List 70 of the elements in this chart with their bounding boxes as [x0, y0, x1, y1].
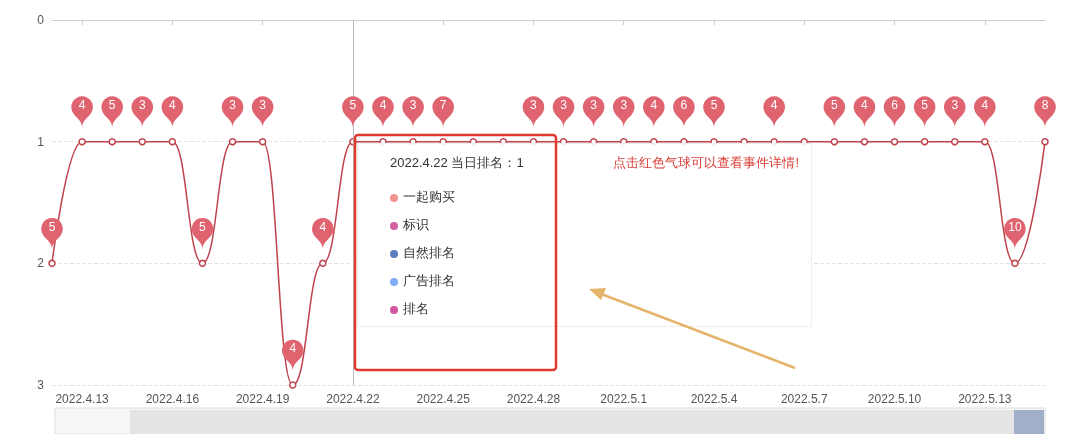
point: [981, 137, 989, 146]
x-tick-label: 2022.5.4: [690, 392, 738, 406]
x-tick-label: 2022.5.7: [780, 392, 828, 406]
annotation: 3: [229, 97, 237, 112]
point: [319, 259, 327, 268]
x-tick-label: 2022.5.13: [958, 392, 1012, 406]
annotation: 5: [199, 219, 207, 234]
x-tick-label: 2022.4.28: [506, 392, 561, 406]
x-tick-label: 2022.5.10: [867, 392, 922, 406]
annotation: 3: [951, 97, 959, 112]
annotation: 标识: [403, 217, 429, 232]
x-tick-label: 2022.4.13: [55, 392, 110, 406]
annotation: 4: [650, 97, 658, 112]
annotation: 2022.4.22 当日排名：1: [390, 154, 524, 172]
annotation: 3: [530, 97, 538, 112]
annotation: 3: [590, 97, 598, 112]
annotation: 3: [409, 97, 417, 112]
point: [288, 381, 297, 389]
annotation: 自然排名: [403, 245, 455, 260]
annotation: 5: [710, 97, 718, 112]
annotation: 5: [831, 97, 839, 112]
point: [950, 137, 959, 146]
x-tick-label: 2022.4.16: [145, 392, 200, 406]
annotation: 7: [439, 97, 447, 112]
annotation: 4: [861, 97, 869, 112]
annotation: 4: [319, 219, 327, 234]
point: [860, 137, 869, 146]
x-tick-label: 2022.4.25: [416, 392, 471, 406]
point: [78, 137, 86, 146]
point: [920, 137, 929, 146]
point: [228, 137, 237, 146]
annotation: 5: [48, 219, 56, 234]
y-tick-label: 2: [37, 256, 45, 271]
annotation: 4: [78, 97, 86, 112]
annotation: 5: [108, 97, 116, 112]
y-tick-label: 0: [37, 13, 45, 27]
annotation: 4: [981, 97, 989, 112]
point: [1011, 259, 1019, 268]
annotation: 6: [891, 97, 899, 112]
point: [108, 137, 116, 146]
annotation: 10: [1008, 219, 1022, 234]
annotation: 3: [259, 97, 267, 112]
annotation: 一起购买: [403, 189, 455, 204]
annotation: 3: [560, 97, 568, 112]
annotation: 排名: [403, 301, 429, 316]
point: [1041, 137, 1049, 146]
point: [890, 137, 899, 146]
annotation: 3: [138, 97, 146, 112]
x-tick-label: 2022.4.22: [326, 392, 380, 406]
annotation: 6: [680, 97, 688, 112]
y-tick-label: 1: [37, 134, 45, 149]
annotation: 3: [620, 97, 628, 112]
point: [48, 259, 56, 268]
annotation: 4: [169, 97, 177, 112]
annotation: 4: [289, 341, 297, 356]
annotation: 广告排名: [403, 273, 455, 288]
annotation: 4: [379, 97, 387, 112]
point: [168, 137, 177, 146]
x-tick-label: 2022.4.19: [235, 392, 290, 406]
y-tick-label: 3: [37, 378, 45, 392]
annotation: 5: [349, 97, 357, 112]
annotation: 4: [770, 97, 778, 112]
point: [198, 259, 207, 268]
point: [258, 137, 267, 146]
annotation: 5: [921, 97, 929, 112]
annotation: 8: [1041, 97, 1049, 112]
point: [138, 137, 147, 146]
x-tick-label: 2022.5.1: [600, 392, 648, 406]
point: [830, 137, 839, 146]
annotation: 点击红色气球可以查看事件详情!: [613, 154, 799, 172]
